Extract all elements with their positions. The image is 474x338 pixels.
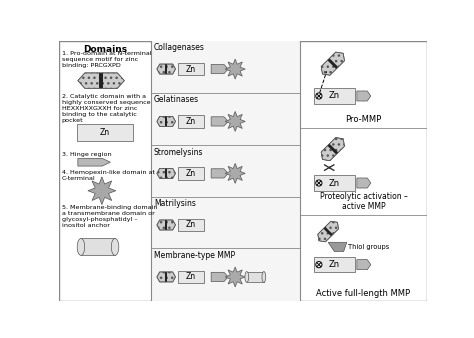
Text: Zn: Zn [186,65,196,74]
Text: 5. Membrane-binding domain
a transmembrane domain or
glycosyl-phosphatidyl –
ino: 5. Membrane-binding domain a transmembra… [62,206,157,228]
Text: Zn: Zn [100,128,110,138]
Ellipse shape [262,271,266,282]
Polygon shape [165,220,167,230]
Polygon shape [78,159,110,166]
Polygon shape [211,117,228,126]
Polygon shape [328,242,347,251]
Polygon shape [321,138,345,161]
Circle shape [316,93,322,99]
Text: 2. Catalytic domain with a
highly conserved sequence
HEXXHXXGXXH for zinc
bindin: 2. Catalytic domain with a highly conser… [62,94,150,123]
Text: Zn: Zn [186,169,196,178]
Polygon shape [157,116,175,126]
Bar [178,271,204,283]
Polygon shape [211,272,228,282]
Polygon shape [357,91,371,101]
Polygon shape [165,116,167,126]
Text: Stromelysins: Stromelysins [154,148,203,156]
Polygon shape [225,267,245,287]
Text: Zn: Zn [186,272,196,282]
Polygon shape [225,112,245,131]
Polygon shape [328,58,338,69]
Polygon shape [321,52,345,75]
Polygon shape [357,260,371,270]
Bar [178,167,204,179]
Polygon shape [211,169,228,178]
Polygon shape [225,59,245,79]
Polygon shape [323,227,333,236]
Text: Domains: Domains [83,45,127,54]
Bar [178,219,204,231]
Text: Zn: Zn [186,220,196,230]
Polygon shape [225,163,245,184]
Ellipse shape [245,271,249,282]
Polygon shape [165,168,167,178]
Bar [151,93,300,145]
Text: Thiol groups: Thiol groups [348,244,390,250]
Bar [314,257,355,272]
Text: 1. Pro-domain at N-terminal
sequence motif for zinc
binding: PRCGXPD: 1. Pro-domain at N-terminal sequence mot… [62,51,151,68]
Text: 4. Hemopexin-like domain at
C-terminal: 4. Hemopexin-like domain at C-terminal [62,170,155,181]
Circle shape [316,262,322,268]
Text: Pro-MMP: Pro-MMP [346,116,382,124]
Text: Gelatinases: Gelatinases [154,95,199,104]
Bar [151,41,300,93]
Polygon shape [328,144,338,154]
Polygon shape [357,178,371,188]
Polygon shape [99,73,103,88]
Text: Proteolytic activation –
active MMP: Proteolytic activation – active MMP [319,192,407,212]
Text: 3. Hinge region: 3. Hinge region [62,152,111,157]
Polygon shape [165,64,167,74]
Polygon shape [157,168,175,178]
Bar [81,238,115,256]
Text: Zn: Zn [329,260,340,269]
Polygon shape [78,73,124,88]
Bar [151,197,300,248]
Ellipse shape [77,238,85,256]
Bar [151,145,300,197]
Ellipse shape [111,238,119,256]
Bar [314,175,355,191]
Text: Active full-length MMP: Active full-length MMP [316,289,410,298]
Text: Zn: Zn [329,178,340,188]
Bar [314,88,355,104]
Polygon shape [318,221,338,242]
Circle shape [316,180,322,186]
Text: Zn: Zn [186,117,196,126]
Text: Membrane-type MMP: Membrane-type MMP [154,251,235,260]
Polygon shape [88,177,116,204]
Polygon shape [165,272,167,282]
Bar [247,271,264,282]
Polygon shape [157,220,175,230]
Text: Collagenases: Collagenases [154,43,205,52]
Text: Matrilysins: Matrilysins [154,199,196,208]
Text: Zn: Zn [329,92,340,100]
Polygon shape [157,64,175,74]
Bar [178,115,204,127]
Bar [77,124,133,141]
Polygon shape [157,272,175,282]
Bar [151,248,300,301]
Polygon shape [211,65,228,74]
Bar [178,63,204,75]
